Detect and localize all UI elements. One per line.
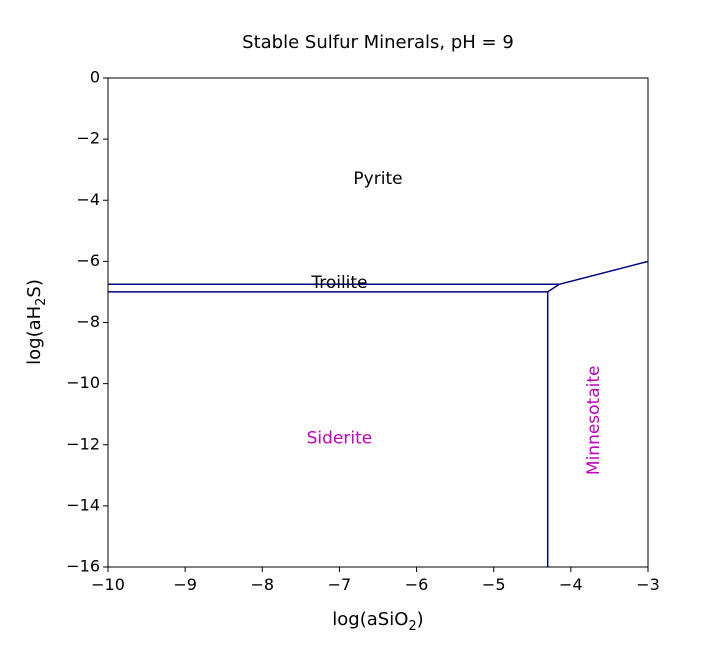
x-tick-label: −4 (559, 575, 583, 594)
x-tick-label: −10 (91, 575, 125, 594)
x-tick-label: −5 (482, 575, 506, 594)
y-tick-label: −2 (76, 129, 100, 148)
x-axis-ticks: −10 −9 −8 −7 −6 −5 −4 −3 (91, 567, 660, 594)
boundary-lines (108, 260, 649, 567)
chart-title: Stable Sulfur Minerals, pH = 9 (242, 32, 514, 53)
y-axis-label: log(aH2S) (24, 279, 49, 365)
x-tick-label: −7 (328, 575, 352, 594)
x-tick-label: −8 (250, 575, 274, 594)
y-tick-label: −10 (66, 373, 100, 392)
x-axis-label: log(aSiO2) (332, 609, 423, 634)
region-label: Pyrite (353, 169, 402, 189)
x-tick-label: −6 (405, 575, 429, 594)
y-tick-label: −8 (76, 312, 100, 331)
region-labels: Pyrite Troilite Siderite Minnesotaite (307, 169, 604, 475)
y-axis-ticks: 0 −2 −4 −6 −8 −10 −12 −14 −16 (66, 68, 108, 576)
y-tick-label: −12 (66, 434, 100, 453)
y-tick-label: −14 (66, 495, 100, 514)
y-tick-label: −4 (76, 190, 100, 209)
plot-frame (107, 77, 649, 568)
x-tick-label: −3 (636, 575, 660, 594)
region-label: Siderite (307, 429, 373, 449)
region-label: Troilite (310, 273, 367, 293)
y-tick-label: −6 (76, 251, 100, 270)
region-label: Minnesotaite (584, 366, 604, 476)
x-tick-label: −9 (173, 575, 197, 594)
y-tick-label: −16 (66, 557, 100, 576)
boundary-line (547, 260, 649, 293)
y-tick-label: 0 (90, 68, 100, 87)
